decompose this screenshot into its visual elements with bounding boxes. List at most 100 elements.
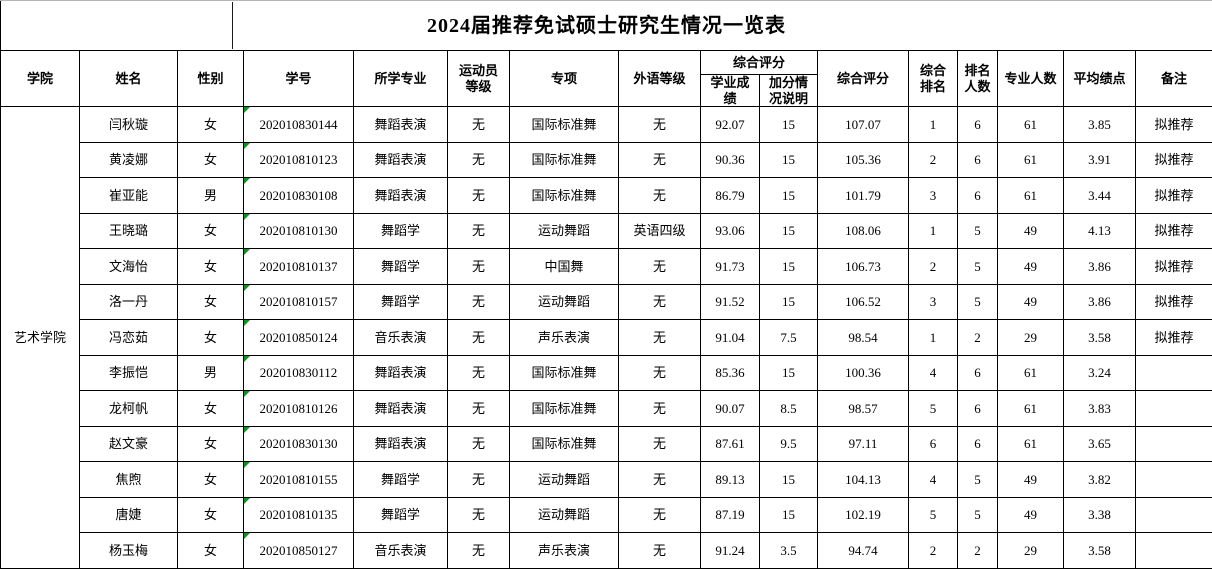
cell-student-id-text: 202010810157 bbox=[260, 294, 338, 309]
cell-student-id-text: 202010850127 bbox=[260, 543, 338, 558]
cell-student-id-text: 202010810123 bbox=[260, 152, 338, 167]
cell-specialty: 国际标准舞 bbox=[510, 391, 619, 427]
cell-athlete-level: 无 bbox=[448, 426, 510, 462]
cell-rank-count: 6 bbox=[958, 142, 998, 178]
cell-rank-count: 5 bbox=[958, 462, 998, 498]
cell-name: 李振恺 bbox=[80, 355, 178, 391]
cell-bonus-note: 15 bbox=[760, 497, 818, 533]
cell-student-id: 202010830108 bbox=[244, 178, 354, 214]
cell-foreign-lang: 无 bbox=[619, 391, 701, 427]
cell-name: 闫秋璇 bbox=[80, 107, 178, 143]
cell-remark: 拟推荐 bbox=[1136, 249, 1212, 285]
cell-academic-score: 91.24 bbox=[701, 533, 760, 569]
cell-academic-score: 91.04 bbox=[701, 320, 760, 356]
cell-comp-rank: 4 bbox=[909, 462, 958, 498]
cell-major: 舞蹈学 bbox=[354, 497, 448, 533]
cell-gpa: 3.83 bbox=[1064, 391, 1136, 427]
cell-comp-score: 105.36 bbox=[818, 142, 909, 178]
col-header-major: 所学专业 bbox=[354, 51, 448, 107]
cell-remark bbox=[1136, 426, 1212, 462]
cell-athlete-level: 无 bbox=[448, 284, 510, 320]
cell-foreign-lang: 无 bbox=[619, 107, 701, 143]
cell-academic-score: 90.36 bbox=[701, 142, 760, 178]
cell-bonus-note: 15 bbox=[760, 284, 818, 320]
cell-student-id: 202010830144 bbox=[244, 107, 354, 143]
number-stored-as-text-flag-icon bbox=[244, 214, 250, 220]
cell-bonus-note: 15 bbox=[760, 107, 818, 143]
cell-athlete-level: 无 bbox=[448, 320, 510, 356]
cell-remark bbox=[1136, 533, 1212, 569]
cell-comp-rank: 1 bbox=[909, 107, 958, 143]
cell-student-id-text: 202010830144 bbox=[260, 117, 338, 132]
cell-rank-count: 5 bbox=[958, 284, 998, 320]
cell-athlete-level: 无 bbox=[448, 355, 510, 391]
table-row: 王晓璐 女 202010810130 舞蹈学 无 运动舞蹈 英语四级 93.06… bbox=[1, 213, 1212, 249]
cell-student-id: 202010830130 bbox=[244, 426, 354, 462]
cell-gpa: 3.82 bbox=[1064, 462, 1136, 498]
cell-comp-rank: 4 bbox=[909, 355, 958, 391]
col-header-college: 学院 bbox=[1, 51, 80, 107]
cell-major-count: 29 bbox=[998, 533, 1064, 569]
cell-major: 舞蹈学 bbox=[354, 249, 448, 285]
cell-gpa: 3.38 bbox=[1064, 497, 1136, 533]
cell-specialty: 运动舞蹈 bbox=[510, 284, 619, 320]
cell-rank-count: 5 bbox=[958, 249, 998, 285]
cell-student-id-text: 202010830130 bbox=[260, 436, 338, 451]
number-stored-as-text-flag-icon bbox=[244, 462, 250, 468]
cell-major-count: 61 bbox=[998, 107, 1064, 143]
cell-name: 黄凌娜 bbox=[80, 142, 178, 178]
cell-rank-count: 6 bbox=[958, 426, 998, 462]
cell-foreign-lang: 无 bbox=[619, 533, 701, 569]
table-row: 李振恺 男 202010830112 舞蹈表演 无 国际标准舞 无 85.36 … bbox=[1, 355, 1212, 391]
cell-comp-rank: 1 bbox=[909, 320, 958, 356]
cell-college: 艺术学院 bbox=[1, 107, 80, 569]
col-header-student-id: 学号 bbox=[244, 51, 354, 107]
cell-comp-rank: 3 bbox=[909, 284, 958, 320]
cell-academic-score: 89.13 bbox=[701, 462, 760, 498]
cell-student-id: 202010810155 bbox=[244, 462, 354, 498]
cell-academic-score: 85.36 bbox=[701, 355, 760, 391]
cell-rank-count: 5 bbox=[958, 497, 998, 533]
cell-comp-score: 102.19 bbox=[818, 497, 909, 533]
table-row: 杨玉梅 女 202010850127 音乐表演 无 声乐表演 无 91.24 3… bbox=[1, 533, 1212, 569]
table-row: 文海怡 女 202010810137 舞蹈学 无 中国舞 无 91.73 15 … bbox=[1, 249, 1212, 285]
number-stored-as-text-flag-icon bbox=[244, 107, 250, 113]
cell-remark: 拟推荐 bbox=[1136, 320, 1212, 356]
cell-student-id-text: 202010810137 bbox=[260, 259, 338, 274]
cell-comp-score: 106.52 bbox=[818, 284, 909, 320]
cell-specialty: 运动舞蹈 bbox=[510, 462, 619, 498]
cell-athlete-level: 无 bbox=[448, 107, 510, 143]
number-stored-as-text-flag-icon bbox=[244, 427, 250, 433]
col-header-remark: 备注 bbox=[1136, 51, 1212, 107]
col-header-academic-score: 学业成 绩 bbox=[701, 75, 760, 107]
cell-gpa: 3.91 bbox=[1064, 142, 1136, 178]
cell-student-id-text: 202010810135 bbox=[260, 507, 338, 522]
cell-name: 杨玉梅 bbox=[80, 533, 178, 569]
cell-gender: 男 bbox=[178, 178, 244, 214]
cell-specialty: 中国舞 bbox=[510, 249, 619, 285]
cell-gender: 女 bbox=[178, 213, 244, 249]
table-row: 艺术学院 闫秋璇 女 202010830144 舞蹈表演 无 国际标准舞 无 9… bbox=[1, 107, 1212, 143]
cell-major-count: 61 bbox=[998, 178, 1064, 214]
table-row: 赵文豪 女 202010830130 舞蹈表演 无 国际标准舞 无 87.61 … bbox=[1, 426, 1212, 462]
cell-remark bbox=[1136, 391, 1212, 427]
table-row: 焦煦 女 202010810155 舞蹈学 无 运动舞蹈 无 89.13 15 … bbox=[1, 462, 1212, 498]
cell-major: 舞蹈表演 bbox=[354, 142, 448, 178]
col-header-specialty: 专项 bbox=[510, 51, 619, 107]
col-header-bonus-note: 加分情 况说明 bbox=[760, 75, 818, 107]
cell-bonus-note: 15 bbox=[760, 142, 818, 178]
header-row-group: 学院 姓名 性别 学号 所学专业 运动员 等级 专项 外语等级 综合评分 综合评… bbox=[1, 51, 1212, 75]
cell-comp-score: 106.73 bbox=[818, 249, 909, 285]
cell-student-id-text: 202010850124 bbox=[260, 330, 338, 345]
cell-specialty: 运动舞蹈 bbox=[510, 213, 619, 249]
cell-major: 舞蹈表演 bbox=[354, 355, 448, 391]
cell-rank-count: 6 bbox=[958, 355, 998, 391]
cell-foreign-lang: 无 bbox=[619, 178, 701, 214]
number-stored-as-text-flag-icon bbox=[244, 285, 250, 291]
cell-gender: 女 bbox=[178, 391, 244, 427]
cell-specialty: 国际标准舞 bbox=[510, 426, 619, 462]
number-stored-as-text-flag-icon bbox=[244, 533, 250, 539]
cell-gpa: 3.86 bbox=[1064, 249, 1136, 285]
cell-student-id-text: 202010810126 bbox=[260, 401, 338, 416]
